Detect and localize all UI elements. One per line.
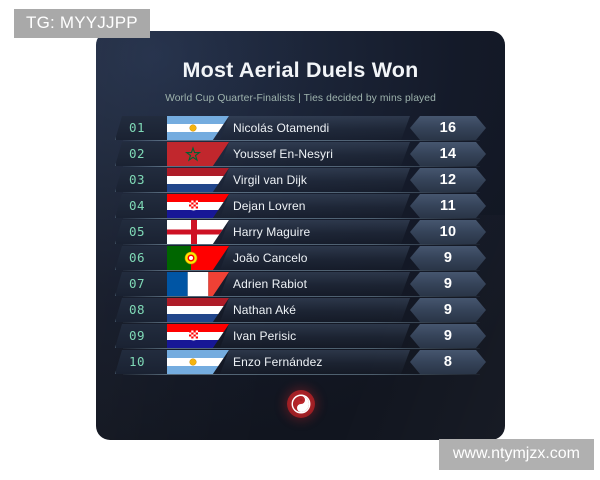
argentina-flag-icon bbox=[167, 116, 229, 140]
value-number: 16 bbox=[439, 120, 457, 136]
player-name: Dejan Lovren bbox=[233, 199, 306, 213]
player-name-plate bbox=[220, 350, 410, 374]
value-chip bbox=[410, 272, 486, 296]
rank-chip bbox=[115, 324, 174, 348]
swirl-logo-icon bbox=[291, 394, 310, 414]
player-name-plate bbox=[220, 142, 410, 166]
france-flag-icon bbox=[167, 272, 229, 296]
player-name-plate bbox=[220, 298, 410, 322]
player-name-plate bbox=[220, 220, 410, 244]
table-row: 06 João Cancelo 9 bbox=[115, 245, 486, 271]
value-number: 8 bbox=[443, 354, 453, 370]
england-flag-icon bbox=[167, 220, 229, 244]
table-row: 02 Youssef En-Nesyri 14 bbox=[115, 141, 486, 167]
table-row: 04 Dejan Lovren 11 bbox=[115, 193, 486, 219]
argentina-flag-icon bbox=[167, 350, 229, 374]
rank-chip bbox=[115, 272, 174, 296]
value-chip bbox=[410, 220, 486, 244]
rank-number: 02 bbox=[129, 146, 146, 161]
portugal-flag-icon bbox=[167, 246, 229, 270]
rank-chip bbox=[115, 350, 174, 374]
rank-number: 08 bbox=[129, 302, 146, 317]
rank-number: 10 bbox=[129, 354, 146, 369]
player-name: Nathan Aké bbox=[233, 303, 297, 317]
brand-logo bbox=[286, 390, 315, 418]
rank-number: 06 bbox=[129, 250, 146, 265]
rank-chip bbox=[115, 168, 174, 192]
rank-number: 03 bbox=[129, 172, 146, 187]
rank-number: 07 bbox=[129, 276, 146, 291]
value-chip bbox=[410, 324, 486, 348]
morocco-flag-icon bbox=[167, 142, 229, 166]
value-chip bbox=[410, 350, 486, 374]
rank-number: 05 bbox=[129, 224, 146, 239]
croatia-flag-icon bbox=[167, 194, 229, 218]
value-number: 9 bbox=[443, 250, 453, 266]
rank-chip bbox=[115, 298, 174, 322]
player-name-plate bbox=[220, 246, 410, 270]
ranking-list: 01 Nicolás Otamendi 16 02 Youssef En-Nes… bbox=[115, 115, 486, 375]
value-number: 9 bbox=[443, 276, 453, 292]
row-separator bbox=[123, 166, 480, 167]
row-separator bbox=[123, 244, 480, 245]
player-name-plate bbox=[220, 194, 410, 218]
row-separator bbox=[123, 296, 480, 297]
row-separator bbox=[123, 348, 480, 349]
rank-number: 01 bbox=[129, 120, 146, 135]
player-name: Virgil van Dijk bbox=[233, 173, 307, 187]
player-name-plate bbox=[220, 116, 410, 140]
row-separator bbox=[123, 322, 480, 323]
row-separator bbox=[123, 270, 480, 271]
rank-number: 09 bbox=[129, 328, 146, 343]
netherlands-flag-icon bbox=[167, 168, 229, 192]
value-number: 11 bbox=[440, 198, 456, 214]
value-number: 12 bbox=[439, 172, 457, 188]
player-name: Enzo Fernández bbox=[233, 355, 323, 369]
value-chip bbox=[410, 246, 486, 270]
value-chip bbox=[410, 142, 486, 166]
value-chip bbox=[410, 116, 486, 140]
row-separator bbox=[123, 374, 480, 375]
table-row: 09 Ivan Perisic 9 bbox=[115, 323, 486, 349]
infographic-card: Most Aerial Duels Won World Cup Quarter-… bbox=[96, 31, 505, 440]
croatia-flag-icon bbox=[167, 324, 229, 348]
telegram-watermark: TG: MYYJJPP bbox=[14, 9, 150, 38]
page-title: Most Aerial Duels Won bbox=[182, 58, 419, 82]
value-number: 9 bbox=[443, 302, 453, 318]
table-row: 01 Nicolás Otamendi 16 bbox=[115, 115, 486, 141]
netherlands-flag-icon bbox=[167, 298, 229, 322]
table-row: 07 Adrien Rabiot 9 bbox=[115, 271, 486, 297]
player-name: Harry Maguire bbox=[233, 225, 311, 239]
rank-chip bbox=[115, 194, 174, 218]
player-name: Youssef En-Nesyri bbox=[233, 147, 333, 161]
site-watermark: www.ntymjzx.com bbox=[438, 439, 594, 470]
rank-number: 04 bbox=[129, 198, 146, 213]
table-row: 05 Harry Maguire 10 bbox=[115, 219, 486, 245]
value-chip bbox=[410, 168, 486, 192]
page-subtitle: World Cup Quarter-Finalists | Ties decid… bbox=[165, 92, 436, 104]
row-separator bbox=[123, 192, 480, 193]
value-number: 9 bbox=[443, 328, 453, 344]
player-name: Adrien Rabiot bbox=[233, 277, 308, 291]
value-chip bbox=[410, 298, 486, 322]
value-number: 14 bbox=[439, 146, 457, 162]
row-separator bbox=[123, 218, 480, 219]
value-number: 10 bbox=[439, 224, 457, 240]
player-name: João Cancelo bbox=[233, 251, 308, 265]
table-row: 08 Nathan Aké 9 bbox=[115, 297, 486, 323]
table-row: 03 Virgil van Dijk 12 bbox=[115, 167, 486, 193]
row-separator bbox=[123, 140, 480, 141]
rank-chip bbox=[115, 246, 174, 270]
player-name-plate bbox=[220, 324, 410, 348]
value-chip bbox=[410, 194, 486, 218]
player-name-plate bbox=[220, 272, 410, 296]
player-name: Ivan Perisic bbox=[233, 329, 297, 343]
table-row: 10 Enzo Fernández 8 bbox=[115, 349, 486, 375]
player-name-plate bbox=[220, 168, 410, 192]
player-name: Nicolás Otamendi bbox=[233, 121, 330, 135]
